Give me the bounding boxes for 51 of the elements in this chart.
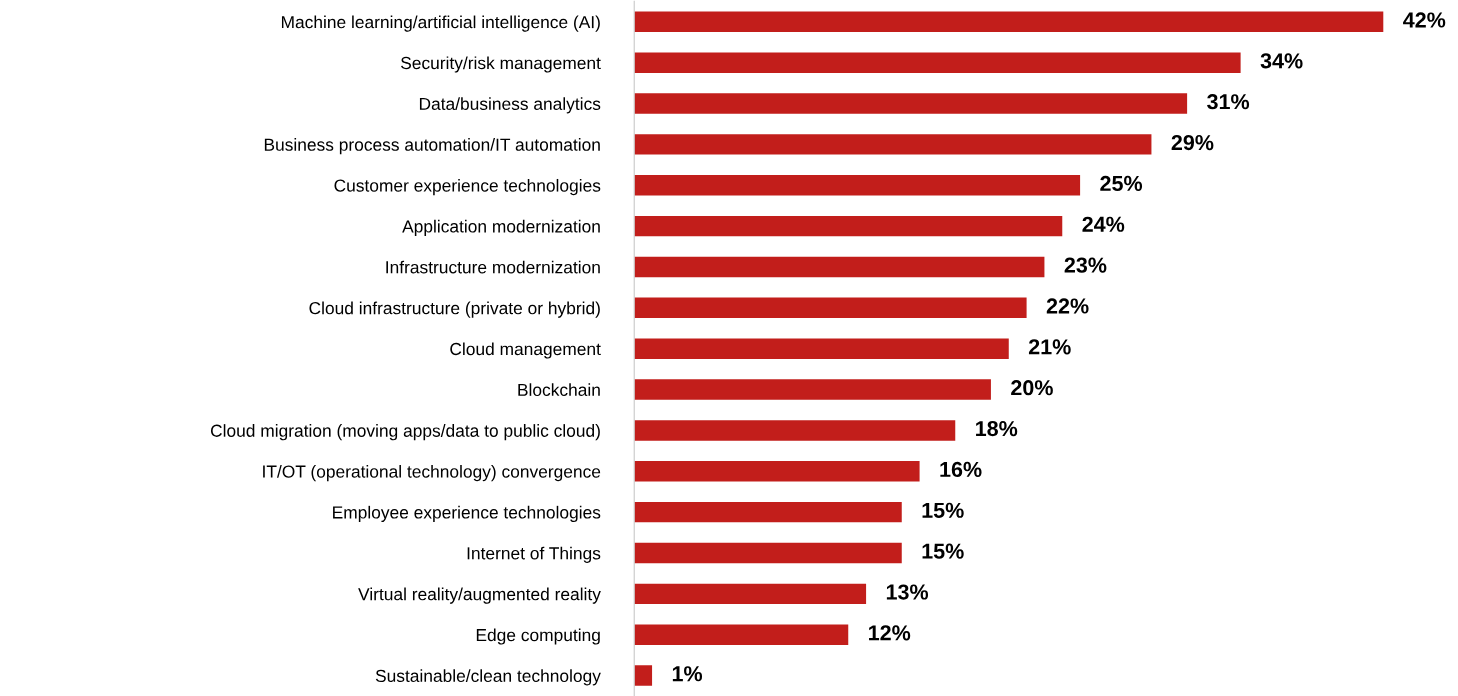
y-tick-label: Employee experience technologies (333, 505, 601, 523)
data-label: 23% (1064, 257, 1107, 273)
bar (634, 256, 1045, 278)
y-tick-label: Customer experience technologies (334, 178, 601, 196)
data-label: 31% (1207, 94, 1250, 110)
bar (634, 215, 1063, 237)
data-label: 12% (869, 625, 911, 641)
data-label: 25% (1100, 175, 1143, 192)
bar (634, 93, 1188, 114)
data-label: 20% (1011, 380, 1053, 396)
data-label: 42% (1403, 12, 1446, 28)
data-label: 13% (886, 584, 929, 600)
bar (634, 338, 1009, 359)
bar (634, 583, 867, 605)
y-tick-label: Edge computing (476, 628, 600, 645)
y-tick-label: IT/OT (operational technology) convergence (263, 464, 601, 482)
y-tick-label: Infrastructure modernization (386, 260, 600, 274)
bar (634, 420, 956, 441)
bar (634, 134, 1152, 155)
y-tick-label: Cloud infrastructure (private or hybrid) (309, 301, 600, 318)
y-tick-label: Business process automation/IT automation (264, 138, 600, 155)
bar (634, 461, 920, 482)
y-tick-label: Sustainable/clean technology (375, 669, 601, 686)
y-tick-label: Cloud migration (moving apps/data to public cloud) (210, 424, 600, 441)
bar (634, 379, 991, 400)
bar (634, 297, 1027, 319)
data-label: 29% (1171, 134, 1214, 151)
data-label: 21% (1028, 339, 1071, 355)
data-label: 18% (976, 420, 1018, 437)
bar (634, 11, 1384, 33)
data-label: 22% (1046, 298, 1089, 314)
data-label: 34% (1260, 53, 1303, 69)
bar (634, 542, 902, 564)
y-tick-label: Security/risk management (401, 56, 601, 73)
data-label: 1% (672, 666, 703, 682)
bar (634, 52, 1241, 73)
data-label: 15% (922, 502, 964, 518)
y-tick-label: Application modernization (402, 219, 600, 237)
bar (634, 665, 653, 686)
bar (634, 175, 1081, 196)
y-tick-label: Internet of Things (467, 546, 601, 563)
bar (634, 624, 849, 645)
data-label: 15% (922, 543, 964, 559)
y-tick-label: Machine learning/artificial intelligence (AI) (281, 15, 600, 32)
y-tick-label: Data/business analytics (419, 97, 601, 114)
data-label: 16% (940, 461, 982, 478)
y-tick-label: Cloud management (450, 342, 601, 359)
data-label: 24% (1082, 216, 1125, 232)
y-tick-label: Virtual reality/augmented reality (358, 587, 601, 604)
y-tick-label: Blockchain (518, 383, 600, 397)
bar (634, 501, 902, 523)
